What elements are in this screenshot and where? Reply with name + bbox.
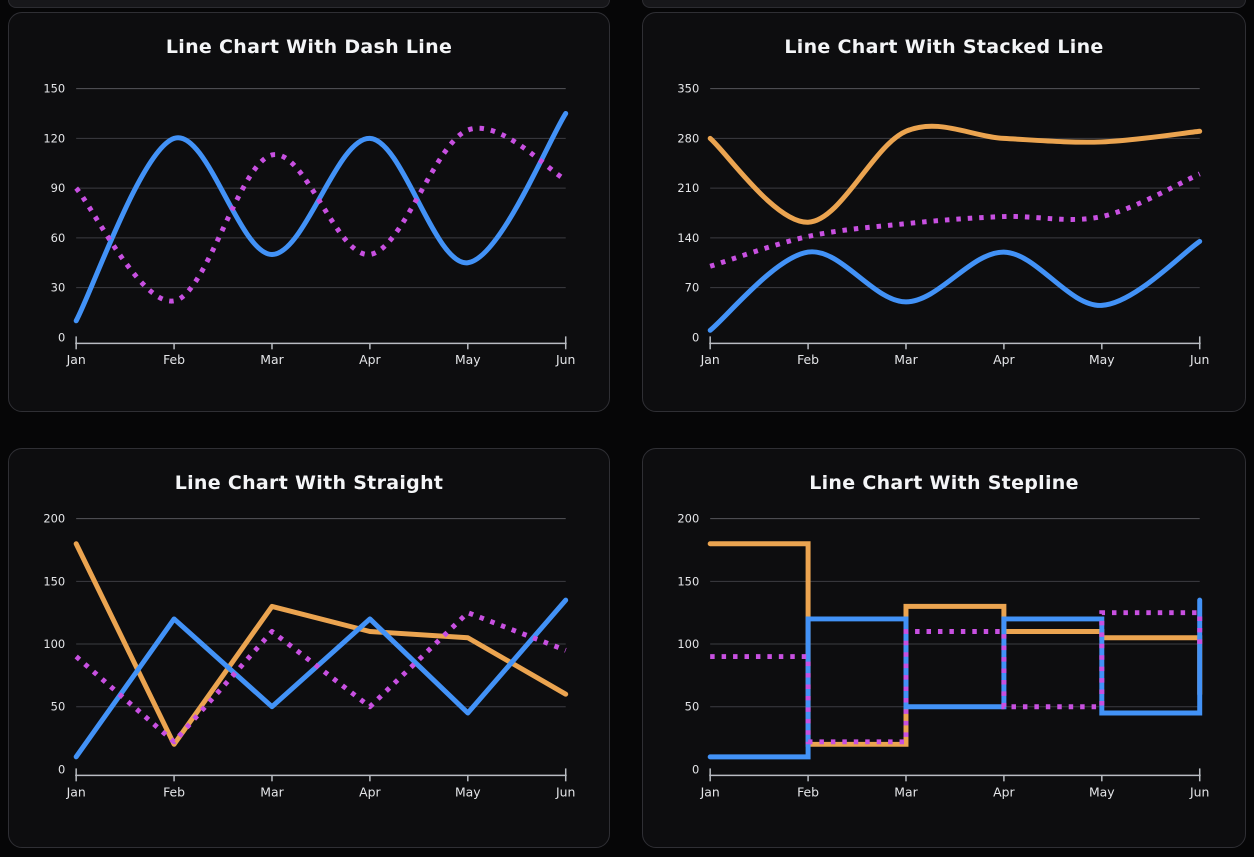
- chart-title: Line Chart With Dash Line: [165, 36, 453, 58]
- x-tick-label: Jan: [66, 784, 86, 799]
- chart-card-stacked-line: 0 70 140 210 280 350 Jan Feb Mar Apr May Jun Line C…: [642, 12, 1246, 412]
- previous-card-edge-right: [642, 0, 1246, 8]
- x-tick-label: Mar: [894, 352, 918, 367]
- chart-card-straight-line: 0 50 100 150 200 Jan Feb Mar Apr May Jun Line Char…: [8, 448, 610, 848]
- x-tick-label: May: [455, 352, 481, 367]
- y-tick-label: 150: [43, 574, 65, 588]
- x-tick-label: Jan: [700, 784, 720, 799]
- series-line[interactable]: [74, 125, 567, 304]
- y-tick-label: 30: [51, 281, 66, 295]
- series-line[interactable]: [73, 111, 569, 324]
- y-tick-label: 350: [677, 82, 699, 96]
- y-tick-label: 150: [43, 82, 65, 96]
- x-tick-label: Mar: [894, 784, 918, 799]
- previous-card-edge-left: [8, 0, 610, 8]
- y-tick-label: 60: [51, 231, 66, 245]
- stacked-line-chart-canvas[interactable]: 0 70 140 210 280 350 Jan Feb Mar Apr May Jun: [643, 13, 1245, 411]
- x-tick-label: Apr: [993, 784, 1015, 799]
- x-tick-label: Jun: [1189, 784, 1209, 799]
- series-line[interactable]: [74, 610, 567, 745]
- x-tick-label: Jan: [700, 352, 720, 367]
- dash-line-chart-canvas[interactable]: 0 30 60 90 120 150 Jan Feb Mar Apr May Jun: [9, 13, 609, 411]
- x-tick-label: May: [455, 784, 481, 799]
- y-tick-label: 150: [677, 574, 699, 588]
- series-line[interactable]: [707, 238, 1203, 333]
- y-tick-label: 0: [58, 330, 65, 344]
- y-tick-label: 200: [677, 512, 699, 526]
- series-line[interactable]: [707, 123, 1203, 225]
- stepline-chart-canvas[interactable]: 0 50 100 150 200 Jan Feb Mar Apr May Jun: [643, 449, 1245, 847]
- x-tick-label: Jun: [555, 784, 575, 799]
- series-line[interactable]: [73, 541, 569, 747]
- x-tick-label: Feb: [797, 352, 819, 367]
- series-line[interactable]: [710, 610, 1203, 745]
- chart-title: Line Chart With Straight: [174, 472, 444, 494]
- chart-card-stepline: 0 50 100 150 200 Jan Feb Mar Apr May Jun Line Char…: [642, 448, 1246, 848]
- y-tick-label: 280: [677, 131, 699, 145]
- x-tick-label: Jun: [1189, 352, 1209, 367]
- y-tick-label: 70: [685, 281, 700, 295]
- x-tick-label: Apr: [359, 784, 381, 799]
- x-tick-label: Mar: [260, 352, 284, 367]
- x-tick-label: Feb: [163, 784, 185, 799]
- y-tick-label: 100: [43, 637, 65, 651]
- y-tick-label: 120: [43, 131, 65, 145]
- series-line[interactable]: [707, 597, 1203, 760]
- x-tick-label: Jun: [555, 352, 575, 367]
- x-tick-label: Mar: [260, 784, 284, 799]
- chart-card-dash-line: 0 30 60 90 120 150 Jan Feb Mar Apr May Jun Line Cha…: [8, 12, 610, 412]
- y-tick-label: 50: [51, 700, 66, 714]
- previous-card-row-edge: [0, 0, 1254, 8]
- y-tick-label: 210: [677, 181, 699, 195]
- x-tick-label: May: [1089, 352, 1115, 367]
- x-tick-label: Jan: [66, 352, 86, 367]
- y-tick-label: 200: [43, 512, 65, 526]
- x-tick-label: Feb: [797, 784, 819, 799]
- chart-title: Line Chart With Stepline: [809, 472, 1079, 494]
- x-tick-label: Apr: [993, 352, 1015, 367]
- x-tick-label: Apr: [359, 352, 381, 367]
- series-line[interactable]: [73, 597, 569, 760]
- straight-line-chart-canvas[interactable]: 0 50 100 150 200 Jan Feb Mar Apr May Jun: [9, 449, 609, 847]
- x-tick-label: May: [1089, 784, 1115, 799]
- chart-title: Line Chart With Stacked Line: [784, 36, 1104, 58]
- y-tick-label: 140: [677, 231, 699, 245]
- chart-grid: 0 30 60 90 120 150 Jan Feb Mar Apr May Jun Line Cha…: [0, 8, 1254, 848]
- x-tick-label: Feb: [163, 352, 185, 367]
- y-tick-label: 100: [677, 637, 699, 651]
- y-tick-label: 0: [58, 762, 65, 776]
- y-tick-label: 0: [692, 762, 699, 776]
- y-tick-label: 90: [51, 181, 66, 195]
- y-tick-label: 0: [692, 330, 699, 344]
- series-line[interactable]: [709, 171, 1201, 269]
- y-tick-label: 50: [685, 700, 700, 714]
